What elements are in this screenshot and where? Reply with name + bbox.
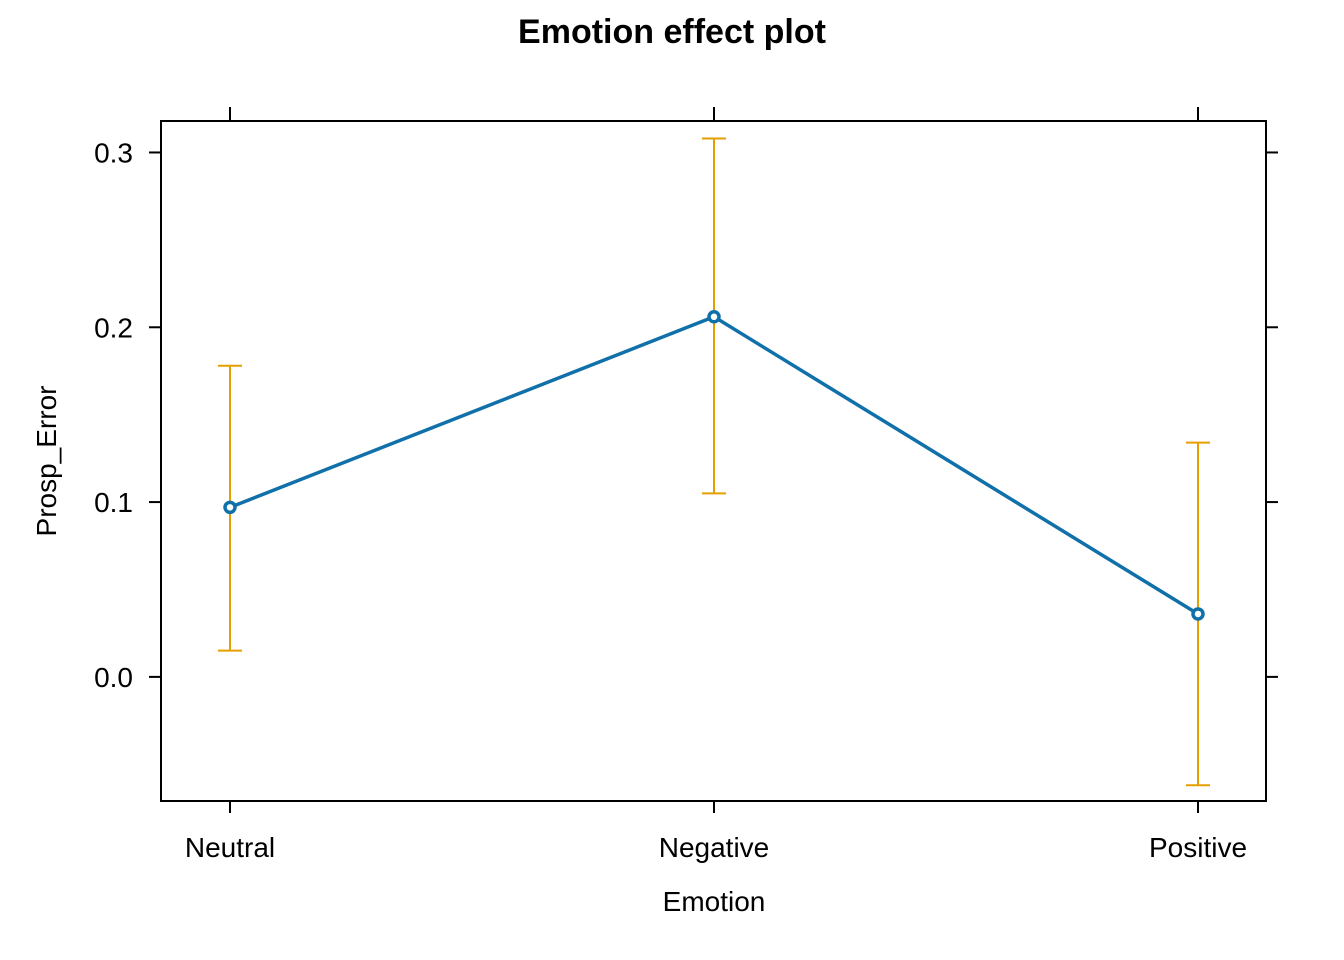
data-point — [223, 500, 237, 515]
y-tick-label: 0.0 — [94, 662, 133, 693]
y-axis-left: 0.0 0.1 0.2 0.3 — [94, 137, 161, 693]
x-axis-top — [229, 107, 1199, 121]
y-axis-label: Prosp_Error — [31, 386, 62, 537]
error-bars — [218, 137, 1210, 787]
y-tick-label: 0.2 — [94, 312, 133, 343]
data-point — [707, 310, 721, 324]
data-point — [1191, 607, 1205, 621]
y-tick-label: 0.3 — [94, 137, 133, 168]
x-tick-label: Positive — [1149, 832, 1247, 863]
x-tick-label: Negative — [659, 832, 770, 863]
chart-title: Emotion effect plot — [518, 13, 826, 51]
x-axis-label: Emotion — [663, 886, 766, 917]
series-line — [223, 310, 1205, 621]
y-axis-right — [1266, 151, 1278, 678]
x-tick-label: Neutral — [185, 832, 275, 863]
y-tick-label: 0.1 — [94, 487, 133, 518]
x-axis-bottom: Neutral Negative Positive — [185, 801, 1247, 863]
